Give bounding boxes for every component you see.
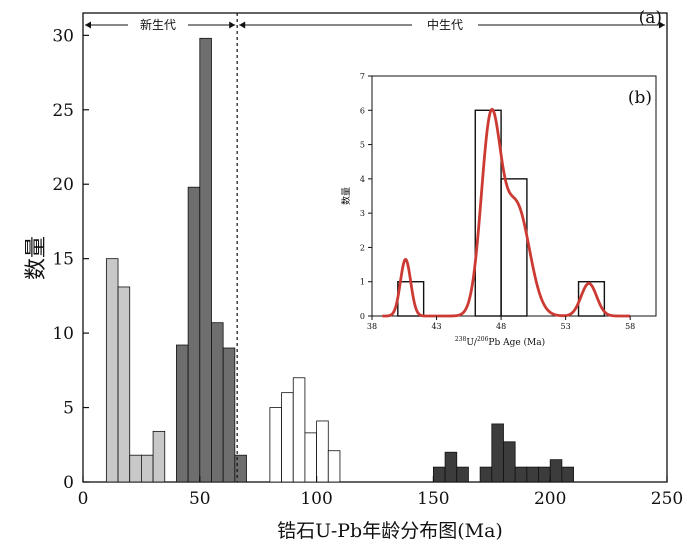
bar-group-3-90 [292, 377, 306, 483]
inset-y-tick-label-1: 1 [360, 278, 365, 287]
bar-group-2-45 [187, 186, 201, 483]
y-tick-label-30: 30 [52, 26, 74, 46]
inset-y-tick-label-0: 0 [360, 312, 365, 321]
arrowhead-cenozoic-left [85, 21, 91, 29]
bar-group-4-180 [503, 441, 516, 483]
y-tick-label-20: 20 [52, 175, 74, 195]
bar-group-2-65 [234, 454, 247, 483]
x-tick-label-100: 100 [300, 489, 332, 509]
x-tick-label-50: 50 [189, 489, 211, 509]
bar-group-4-160 [456, 466, 469, 483]
bar-group-3-105 [327, 450, 341, 483]
inset-y-tick-label-2: 2 [360, 243, 365, 252]
x-tick-label-200: 200 [534, 489, 566, 509]
bar-group-1-30 [152, 430, 166, 483]
arrowhead-mesozoic-left [239, 21, 246, 29]
bar-group-3-85 [281, 392, 294, 483]
panel-label-b: (b) [628, 88, 652, 108]
bar-group-4-190 [526, 466, 539, 483]
bar-group-4-155 [444, 451, 458, 483]
era-label-mesozoic: 中生代 [427, 17, 463, 32]
inset-x-tick-label-43: 43 [431, 322, 441, 331]
y-tick-label-0: 0 [63, 473, 74, 493]
inset-y-axis-label: 数量 [340, 187, 352, 205]
main-y-axis-label: 数量 [24, 236, 49, 280]
main-x-axis-label: 锆石U-Pb年龄分布图(Ma) [277, 520, 503, 542]
bar-group-4-185 [514, 466, 528, 483]
panel-label-a: (a) [639, 8, 662, 28]
inset-kde-curve [382, 107, 631, 318]
inset-x-axis-label: 238U/206Pb Age (Ma) [455, 336, 545, 348]
main-plot-frame [82, 12, 668, 483]
bar-group-2-55 [211, 322, 224, 483]
y-tick-label-25: 25 [52, 101, 74, 121]
bar-group-3-95 [304, 432, 318, 483]
inset-bar-54 [577, 281, 606, 317]
bar-group-1-20 [129, 454, 142, 483]
inset-x-label-sup1: 238 [455, 336, 467, 343]
inset-bar-48 [500, 178, 528, 317]
bar-group-3-80 [269, 407, 282, 483]
inset-x-tick-label-48: 48 [496, 322, 506, 331]
bar-group-1-15 [117, 286, 131, 483]
bar-group-1-25 [140, 454, 154, 483]
arrowhead-cenozoic-right [229, 21, 236, 29]
inset-axes: 38 43 48 53 58 0 1 2 3 4 5 6 7 [360, 72, 635, 331]
era-label-cenozoic: 新生代 [140, 17, 176, 32]
era-annotation [85, 13, 665, 482]
y-tick-label-15: 15 [52, 250, 74, 270]
inset-y-tick-label-6: 6 [360, 106, 365, 115]
arrowhead-mesozoic-right [659, 21, 665, 29]
x-tick-label-250: 250 [651, 489, 683, 509]
inset-y-tick-label-4: 4 [360, 175, 365, 184]
inset-y-tick-label-3: 3 [360, 209, 365, 218]
inset-y-tick-label-5: 5 [360, 141, 365, 150]
bar-group-4-200 [549, 459, 563, 483]
x-tick-label-0: 0 [78, 489, 89, 509]
inset-x-tick-label-58: 58 [625, 322, 635, 331]
bar-group-3-100 [316, 420, 329, 483]
inset-y-tick-label-7: 7 [360, 72, 365, 81]
bar-group-4-170 [479, 466, 493, 483]
bar-group-2-50 [199, 37, 212, 483]
y-tick-label-5: 5 [63, 399, 74, 419]
inset-x-tick-label-53: 53 [561, 322, 571, 331]
bar-group-4-205 [561, 466, 574, 483]
y-tick-label-10: 10 [52, 324, 74, 344]
inset-x-tick-label-38: 38 [367, 322, 377, 331]
bar-group-4-195 [538, 466, 551, 483]
bar-group-1-10 [105, 258, 119, 483]
bar-group-2-40 [176, 344, 189, 483]
inset-x-label-rest: Pb Age (Ma) [488, 337, 545, 348]
inset-x-label-sup2: 206 [477, 336, 489, 343]
bar-group-4-175 [491, 423, 504, 483]
inset-x-label-u: U/ [466, 338, 478, 348]
bar-group-2-60 [222, 347, 236, 483]
bar-group-4-150 [432, 466, 446, 483]
x-tick-label-150: 150 [417, 489, 449, 509]
main-histogram [105, 37, 574, 483]
